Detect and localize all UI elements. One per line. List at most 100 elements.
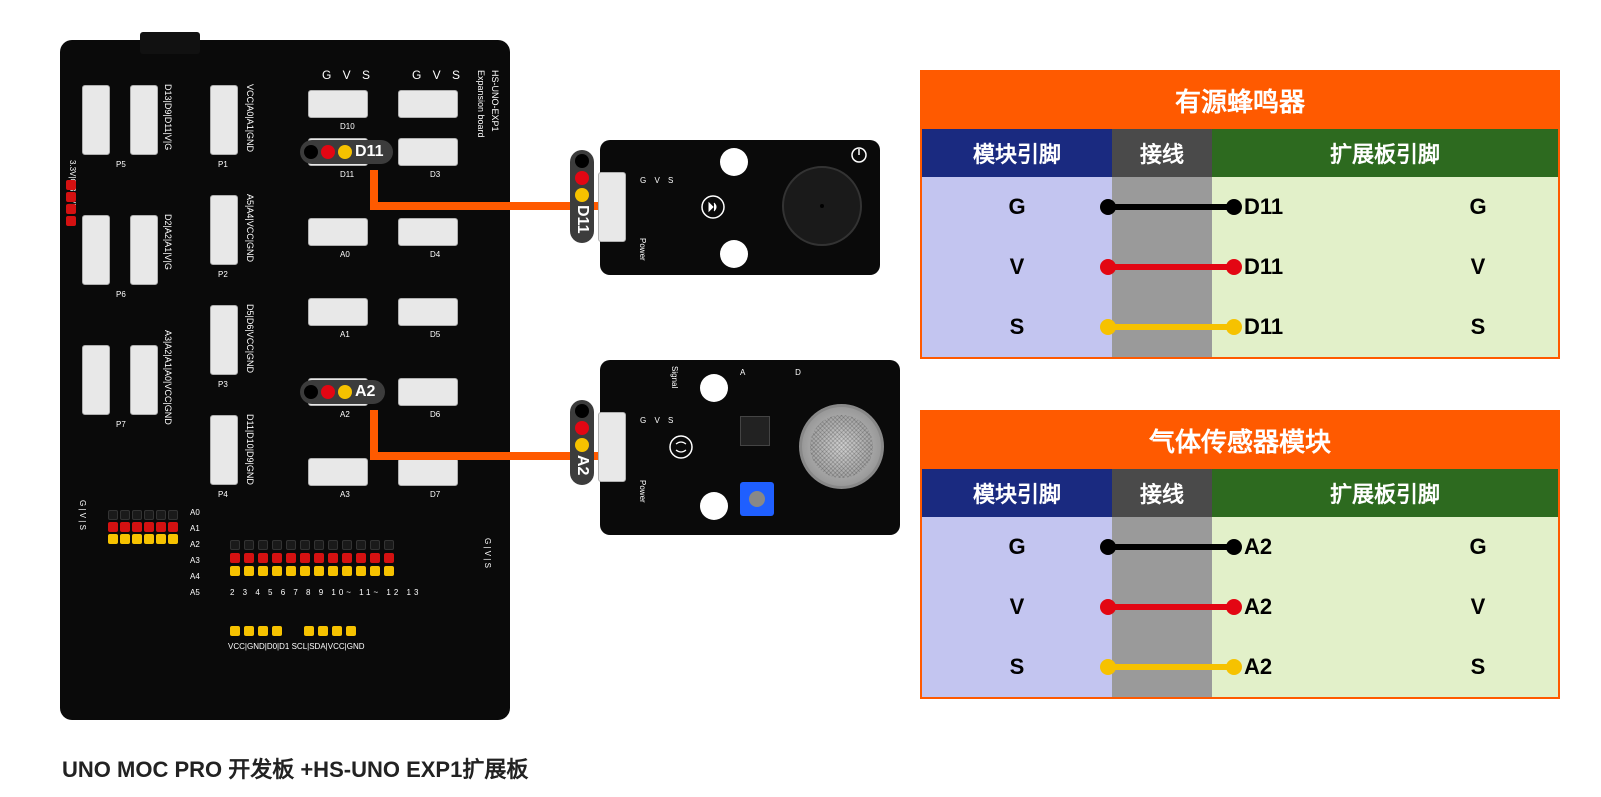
th-module-pin: 模块引脚	[922, 469, 1112, 517]
vtext-a3: A3|A2|A1|A0|VCC|GND	[163, 330, 173, 425]
exp-pin-suffix: G	[1458, 534, 1498, 560]
gas-gvs: G V S	[640, 416, 676, 425]
power-icon	[850, 146, 868, 164]
lbl-a5: A5	[190, 588, 200, 597]
cell-exp-pin: A2S	[1212, 637, 1558, 697]
jst-p1	[210, 85, 238, 155]
lbl-p4: P4	[218, 490, 228, 499]
table-row: SD11S	[922, 297, 1558, 357]
cell-module-pin: S	[922, 297, 1112, 357]
lbl-d10: D10	[340, 122, 355, 131]
lbl-a1: A1	[190, 524, 200, 533]
gas-mesh	[810, 415, 873, 478]
usb-port	[140, 32, 200, 54]
wire-line	[1106, 204, 1236, 210]
gas-ad: A D	[740, 368, 825, 377]
lbl-a0: A0	[190, 508, 200, 517]
dot-yellow-icon	[575, 188, 589, 202]
dot-yellow-icon	[338, 385, 352, 399]
sound-icon	[700, 194, 726, 220]
jst-p4	[210, 415, 238, 485]
table-buzzer: 有源蜂鸣器模块引脚接线扩展板引脚G D11GVD11VSD11S	[920, 70, 1560, 359]
th-wire: 接线	[1112, 469, 1212, 517]
lbl-a2: A2	[340, 410, 350, 419]
lbl-d11: D11	[340, 170, 354, 179]
gvs-left: G | V | S	[78, 500, 87, 530]
conn-d5	[398, 298, 458, 326]
dot-red-icon	[321, 385, 335, 399]
dot-red-icon	[575, 421, 589, 435]
table-row: GA2G	[922, 517, 1558, 577]
table-title: 气体传感器模块	[922, 412, 1558, 469]
buzzer-icon	[782, 166, 862, 246]
conn-a3	[308, 458, 368, 486]
vtext-a5: A5|A4|VCC|GND	[245, 194, 255, 262]
table-header: 模块引脚接线扩展板引脚	[922, 129, 1558, 177]
lbl-d7: D7	[430, 490, 440, 499]
exp-pin-suffix: S	[1458, 654, 1498, 680]
jst-p6	[82, 215, 110, 285]
lbl-p1: P1	[218, 160, 228, 169]
vtext-d13: D13|D9|D11|V|G	[163, 84, 173, 150]
vtext-d56: D5|D6|VCC|GND	[245, 304, 255, 373]
wire-line	[1106, 664, 1236, 670]
mount-hole	[700, 492, 728, 520]
gas-power: Power	[638, 480, 647, 503]
wire-line	[1106, 264, 1236, 270]
lbl-d5: D5	[430, 330, 440, 339]
cell-exp-pin: D11G	[1212, 177, 1558, 237]
expansion-board: HS-UNO-EXP1 Expansion board G V S G V S	[60, 40, 510, 720]
lbl-a1: A1	[340, 330, 350, 339]
th-exp-pin: 扩展板引脚	[1212, 469, 1558, 517]
module-buzzer: G V S Power	[600, 140, 880, 275]
dot-black-icon	[575, 154, 589, 168]
jst-left-2c	[130, 345, 158, 415]
board-tag-a2: A2	[300, 380, 385, 404]
lbl-p5: P5	[116, 160, 126, 169]
table-row: VD11V	[922, 237, 1558, 297]
vtext-d2: D2|A2|A1|V|G	[163, 214, 173, 270]
cell-wire	[1112, 237, 1212, 297]
ic-chip	[740, 416, 770, 446]
gas-port	[598, 412, 626, 482]
th-exp-pin: 扩展板引脚	[1212, 129, 1558, 177]
sound-icon	[668, 434, 694, 460]
board-area: HS-UNO-EXP1 Expansion board G V S G V S	[60, 40, 580, 740]
jst-p2	[210, 195, 238, 265]
lbl-p2: P2	[218, 270, 228, 279]
vtext-vcc: VCC|A0|A1|GND	[245, 84, 255, 152]
lbl-a3b: A3	[340, 490, 350, 499]
cell-module-pin: G	[922, 177, 1112, 237]
cell-module-pin: S	[922, 637, 1112, 697]
conn-d2	[398, 90, 458, 118]
tag-label: D11	[355, 143, 383, 161]
tag-label: D11	[573, 205, 591, 233]
lbl-a4: A4	[190, 572, 200, 581]
cell-module-pin: V	[922, 237, 1112, 297]
lbl-a2l: A2	[190, 540, 200, 549]
cell-wire	[1112, 177, 1212, 237]
lbl-d4: D4	[430, 250, 440, 259]
jst-left-2a	[130, 85, 158, 155]
cell-exp-pin: A2G	[1212, 517, 1558, 577]
dot-black-icon	[304, 385, 318, 399]
gvs-header-2: G V S	[412, 68, 464, 82]
exp-pin-suffix: S	[1458, 314, 1498, 340]
d-pin-block	[230, 540, 394, 576]
mount-hole	[700, 374, 728, 402]
red-pin-33v	[66, 180, 76, 226]
wire-d11-h	[370, 202, 600, 210]
bottom-labels: VCC|GND|D0|D1 SCL|SDA|VCC|GND	[228, 642, 365, 651]
table-row: SA2S	[922, 637, 1558, 697]
table-title: 有源蜂鸣器	[922, 72, 1558, 129]
conn-d4	[398, 218, 458, 246]
table-gas: 气体传感器模块模块引脚接线扩展板引脚GA2GVA2VSA2S	[920, 410, 1560, 699]
cell-wire	[1112, 637, 1212, 697]
cell-exp-pin: A2V	[1212, 577, 1558, 637]
wire-a2-h	[370, 452, 600, 460]
conn-a0	[308, 218, 368, 246]
lbl-p3: P3	[218, 380, 228, 389]
mount-hole	[720, 148, 748, 176]
dot-yellow-icon	[338, 145, 352, 159]
bottom-yellow	[230, 626, 356, 636]
